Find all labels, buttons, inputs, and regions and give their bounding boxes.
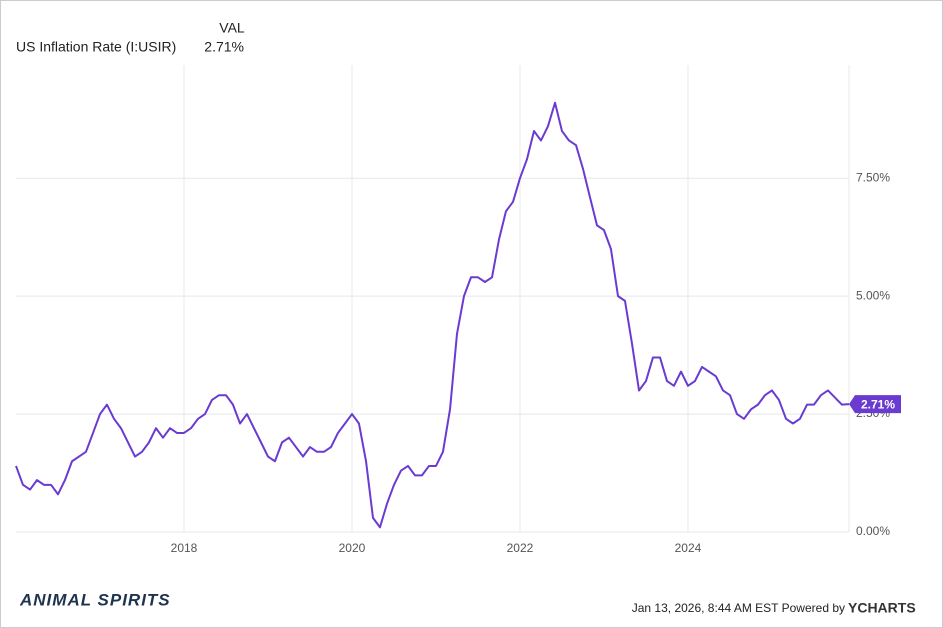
- last-value-tag: 2.71%: [849, 395, 901, 414]
- y-tick-label: 0.00%: [856, 524, 890, 538]
- x-tick-label: 2020: [339, 541, 366, 555]
- y-tick-label: 5.00%: [856, 288, 890, 302]
- brand-logo: ANIMAL SPIRITS: [19, 590, 171, 609]
- x-tick-label: 2022: [507, 541, 534, 555]
- legend-value: 2.71%: [204, 39, 244, 55]
- provider-logo: YCHARTS: [848, 600, 916, 616]
- timestamp: Jan 13, 2026, 8:44 AM EST Powered by: [632, 601, 845, 615]
- x-tick-label: 2024: [675, 541, 702, 555]
- tag-shape: [849, 395, 901, 414]
- legend-header: VAL: [219, 20, 245, 36]
- y-tick-label: 7.50%: [856, 170, 890, 184]
- series-line: [15, 101, 850, 529]
- legend-entry: US Inflation Rate (I:USIR): [16, 39, 176, 55]
- x-tick-label: 2018: [171, 541, 198, 555]
- tag-label: 2.71%: [861, 397, 895, 411]
